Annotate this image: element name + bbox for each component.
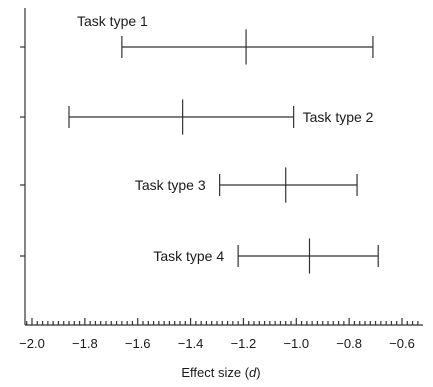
x-tick-label: −0.8 [336, 336, 362, 351]
axes [24, 8, 423, 326]
task-type-label: Task type 3 [135, 177, 206, 193]
x-tick-label: −1.2 [231, 336, 257, 351]
error-bar-task-type-4: Task type 4 [153, 238, 379, 274]
error-bar-task-type-2: Task type 2 [68, 99, 374, 135]
error-bars: Task type 1 Task type 2 Task type 3 Task ty… [68, 13, 379, 274]
error-bar-task-type-3: Task type 3 [135, 167, 358, 203]
task-type-label: Task type 4 [153, 248, 224, 264]
x-axis-title-suffix: ) [256, 365, 260, 380]
x-axis-ticks: −2.0 −1.8 −1.6 −1.4 −1.2 −1.0 −0.8 −0.6 [19, 318, 419, 351]
x-tick-label: −0.6 [389, 336, 415, 351]
task-type-label: Task type 1 [77, 13, 148, 29]
x-tick-label: −2.0 [19, 336, 45, 351]
x-axis-title: Effect size (d) [181, 365, 260, 380]
x-tick-label: −1.6 [125, 336, 151, 351]
x-axis-title-symbol: d [249, 365, 257, 380]
task-type-label: Task type 2 [303, 109, 374, 125]
error-bar-task-type-1: Task type 1 [77, 13, 374, 65]
x-tick-label: −1.4 [178, 336, 204, 351]
x-axis-title-prefix: Effect size ( [181, 365, 249, 380]
y-axis-ticks [20, 46, 25, 257]
x-tick-label: −1.0 [283, 336, 309, 351]
x-tick-label: −1.8 [72, 336, 98, 351]
